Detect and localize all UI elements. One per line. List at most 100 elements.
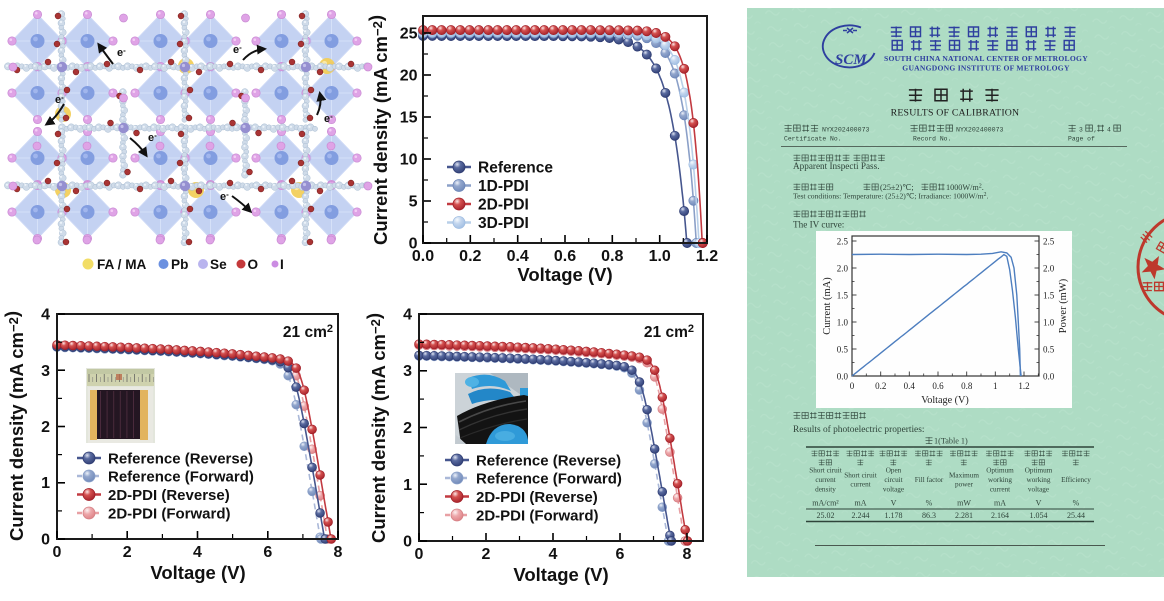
svg-text:The IV curve:: The IV curve:	[793, 220, 844, 230]
svg-text:5: 5	[409, 194, 418, 211]
svg-text:working: working	[988, 476, 1012, 484]
svg-text:3D-PDI: 3D-PDI	[478, 215, 529, 232]
svg-text:Voltage (V): Voltage (V)	[921, 395, 969, 406]
svg-text:1: 1	[993, 381, 998, 391]
svg-text:mA/cm²: mA/cm²	[812, 499, 839, 508]
svg-text:0: 0	[41, 532, 50, 549]
svg-text:mW: mW	[957, 499, 971, 508]
svg-text:0.6: 0.6	[932, 381, 944, 391]
svg-text:RESULTS OF CALIBRATION: RESULTS OF CALIBRATION	[891, 108, 1020, 119]
svg-text:0: 0	[409, 236, 418, 253]
svg-text:1(Table 1): 1(Table 1)	[934, 437, 968, 446]
svg-text:Optimum: Optimum	[986, 467, 1014, 475]
svg-text:Reference (Reverse): Reference (Reverse)	[476, 453, 621, 470]
svg-text:Open: Open	[886, 467, 902, 475]
svg-text:0: 0	[403, 534, 412, 551]
svg-text:2D-PDI (Reverse): 2D-PDI (Reverse)	[108, 487, 230, 504]
svg-text:2D-PDI (Forward): 2D-PDI (Forward)	[108, 506, 231, 523]
svg-text:4: 4	[1107, 127, 1111, 134]
svg-text:Apparent Inspecti Pass.: Apparent Inspecti Pass.	[793, 161, 880, 171]
svg-text:20: 20	[400, 68, 418, 85]
svg-text:e-: e-	[55, 93, 64, 106]
svg-text:0: 0	[415, 546, 424, 563]
svg-text:V: V	[891, 499, 897, 508]
svg-text:Certificate No.: Certificate No.	[784, 136, 842, 143]
svg-text:2: 2	[123, 544, 132, 561]
svg-text:Voltage (V): Voltage (V)	[150, 562, 245, 583]
svg-text:%: %	[1073, 499, 1080, 508]
svg-text:Voltage (V): Voltage (V)	[517, 264, 612, 285]
svg-text:0.2: 0.2	[875, 381, 886, 391]
svg-text:2: 2	[403, 420, 412, 437]
svg-text:0.0: 0.0	[412, 248, 434, 265]
svg-text:e-: e-	[233, 43, 242, 56]
svg-text:2.5: 2.5	[1043, 236, 1055, 246]
svg-text:,: ,	[1094, 127, 1098, 134]
svg-text:86.3: 86.3	[922, 511, 936, 520]
svg-text:25.02: 25.02	[817, 511, 835, 520]
svg-text:8: 8	[683, 546, 692, 563]
svg-text:2: 2	[41, 419, 50, 436]
svg-text:0.4: 0.4	[904, 381, 916, 391]
svg-text:15: 15	[400, 110, 418, 127]
svg-text:Fill factor: Fill factor	[915, 476, 944, 484]
svg-text:V: V	[1036, 499, 1042, 508]
svg-text:25.44: 25.44	[1067, 511, 1085, 520]
svg-text:Short ciruit: Short ciruit	[844, 471, 877, 479]
svg-text:2D-PDI: 2D-PDI	[478, 197, 529, 214]
svg-text:Maximum: Maximum	[949, 471, 979, 479]
svg-text:8: 8	[334, 544, 343, 561]
svg-text:voltage: voltage	[883, 485, 904, 493]
svg-text:Current (mA): Current (mA)	[822, 277, 833, 335]
svg-text:Test conditions: Temperature: Test conditions: Temperature: (25±2)℃; I…	[793, 192, 989, 201]
svg-text:4: 4	[403, 307, 412, 324]
svg-text:2D-PDI (Reverse): 2D-PDI (Reverse)	[476, 489, 598, 506]
svg-text:Reference (Forward): Reference (Forward)	[476, 471, 622, 488]
svg-text:mA: mA	[994, 499, 1006, 508]
svg-text:2: 2	[482, 546, 491, 563]
svg-text:0.5: 0.5	[837, 344, 849, 354]
svg-text:2.281: 2.281	[955, 511, 973, 520]
svg-text:current: current	[990, 485, 1010, 493]
svg-text:0.2: 0.2	[459, 248, 481, 265]
svg-text:1.0: 1.0	[837, 317, 849, 327]
svg-text:10: 10	[400, 152, 418, 169]
svg-text:2.164: 2.164	[991, 511, 1009, 520]
svg-text:3: 3	[403, 363, 412, 380]
svg-text:Reference (Reverse): Reference (Reverse)	[108, 451, 253, 468]
svg-text:Reference: Reference	[478, 160, 553, 177]
svg-text:1D-PDI: 1D-PDI	[478, 178, 529, 195]
svg-text:1.0: 1.0	[1043, 317, 1055, 327]
svg-text:Page of: Page of	[1068, 136, 1095, 143]
svg-text:1000W/m2.: 1000W/m2.	[946, 183, 984, 192]
svg-text:%: %	[926, 499, 933, 508]
svg-text:1.0: 1.0	[649, 248, 671, 265]
svg-text:power: power	[955, 481, 974, 489]
svg-text:current: current	[850, 481, 870, 489]
svg-text:Reference (Forward): Reference (Forward)	[108, 469, 254, 486]
svg-text:0: 0	[53, 544, 62, 561]
svg-text:2.5: 2.5	[837, 236, 849, 246]
svg-text:2D-PDI (Forward): 2D-PDI (Forward)	[476, 508, 599, 525]
svg-text:Se: Se	[210, 257, 227, 272]
svg-text:NYX202400073: NYX202400073	[822, 127, 870, 134]
svg-text:4: 4	[549, 546, 558, 563]
svg-text:0: 0	[850, 381, 855, 391]
svg-text:circuit: circuit	[884, 476, 902, 484]
svg-text:6: 6	[616, 546, 625, 563]
svg-text:0.0: 0.0	[1043, 371, 1055, 381]
svg-text:density: density	[815, 485, 836, 493]
svg-text:working: working	[1027, 476, 1051, 484]
svg-text:1.5: 1.5	[1043, 290, 1055, 300]
svg-text:I: I	[280, 257, 284, 272]
svg-text:e-: e-	[324, 112, 333, 125]
svg-text:NYX202400073: NYX202400073	[956, 127, 1004, 134]
svg-text:Results of photoelectric prop: Results of photoelectric properties:	[793, 424, 924, 435]
svg-text:2.0: 2.0	[837, 263, 849, 273]
svg-text:1: 1	[41, 475, 50, 492]
svg-text:1.5: 1.5	[837, 290, 849, 300]
svg-text:(25±2)℃;: (25±2)℃;	[880, 183, 914, 192]
svg-text:Efficiency: Efficiency	[1061, 476, 1091, 484]
svg-text:SOUTH CHINA NATIONAL CENTER OF: SOUTH CHINA NATIONAL CENTER OF METROLOGY	[884, 54, 1088, 63]
svg-text:1: 1	[403, 477, 412, 494]
